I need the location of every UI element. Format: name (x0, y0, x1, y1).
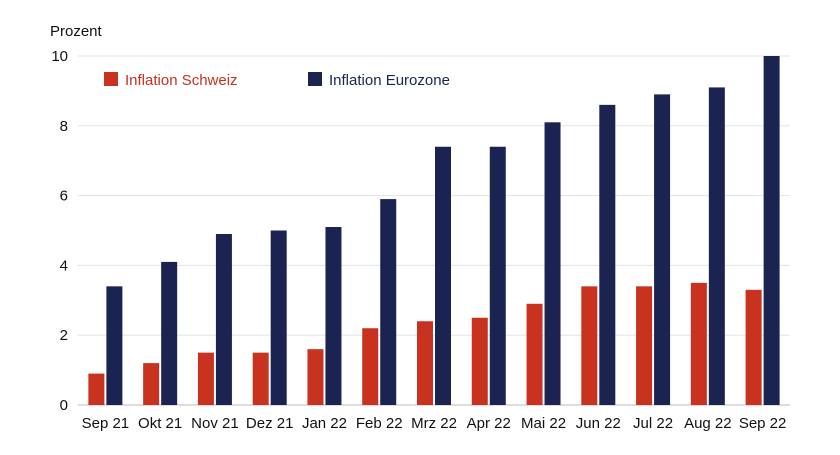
bar-inflation-eurozone-jan-22 (325, 227, 342, 405)
x-tick-label-sep-21: Sep 21 (82, 415, 130, 432)
bar-inflation-schweiz-jul-22 (636, 286, 653, 405)
bar-inflation-schweiz-sep-22 (745, 289, 762, 405)
bar-inflation-schweiz-aug-22 (690, 282, 707, 405)
legend-swatch-inflation-schweiz (104, 72, 118, 86)
x-tick-label-jan-22: Jan 22 (302, 415, 347, 432)
x-tick-label-nov-21: Nov 21 (191, 415, 239, 432)
bar-inflation-schweiz-mai-22 (526, 303, 543, 405)
x-axis-ticks: Sep 21 Okt 21 Nov 21 Dez 21 Jan 22 Feb 22 Mrz … (82, 415, 787, 432)
bar-inflation-schweiz-dez-21 (252, 352, 269, 405)
bar-inflation-eurozone-aug-22 (708, 87, 725, 405)
bar-inflation-schweiz-apr-22 (471, 317, 488, 405)
bar-inflation-eurozone-apr-22 (489, 146, 506, 406)
bar-inflation-schweiz-nov-21 (197, 352, 214, 405)
y-tick-label-8: 8 (60, 118, 68, 135)
bar-inflation-schweiz-mrz-22 (417, 321, 433, 405)
x-tick-label-aug-22: Aug 22 (684, 415, 732, 432)
bar-inflation-schweiz-feb-22 (362, 328, 379, 405)
y-tick-label-6: 6 (60, 188, 68, 205)
y-tick-label-2: 2 (60, 327, 68, 344)
bar-inflation-schweiz-okt-21 (143, 363, 160, 405)
x-tick-label-mai-22: Mai 22 (521, 415, 566, 432)
y-tick-label-10: 10 (51, 48, 68, 65)
x-tick-label-apr-22: Apr 22 (467, 415, 511, 432)
y-axis-unit-label: Prozent (50, 23, 103, 40)
grid-layer (78, 55, 790, 406)
legend: Inflation Schweiz Inflation Eurozone (104, 72, 450, 89)
bar-inflation-schweiz-jun-22 (581, 286, 598, 405)
bar-inflation-eurozone-sep-22 (763, 56, 780, 405)
bar-inflation-eurozone-nov-21 (215, 233, 232, 405)
bar-inflation-eurozone-sep-21 (106, 286, 123, 405)
bar-inflation-eurozone-okt-21 (161, 261, 178, 405)
bar-inflation-eurozone-dez-21 (270, 230, 287, 405)
y-tick-label-4: 4 (60, 257, 68, 274)
bar-inflation-eurozone-mrz-22 (435, 146, 451, 406)
x-tick-label-mrz-22: Mrz 22 (411, 415, 457, 432)
bar-inflation-schweiz-sep-21 (88, 373, 105, 405)
legend-label-inflation-eurozone: Inflation Eurozone (329, 72, 450, 89)
y-axis-ticks: 0 2 4 6 8 10 (51, 48, 68, 414)
legend-label-inflation-schweiz: Inflation Schweiz (125, 72, 238, 89)
bar-inflation-eurozone-jun-22 (599, 104, 616, 406)
x-tick-label-dez-21: Dez 21 (246, 415, 294, 432)
bar-inflation-eurozone-feb-22 (380, 199, 397, 405)
x-tick-label-feb-22: Feb 22 (356, 415, 403, 432)
bar-inflation-schweiz-jan-22 (307, 349, 324, 405)
x-tick-label-jun-22: Jun 22 (576, 415, 621, 432)
x-tick-label-jul-22: Jul 22 (633, 415, 673, 432)
bar-inflation-eurozone-jul-22 (654, 94, 671, 405)
x-tick-label-sep-22: Sep 22 (739, 415, 787, 432)
bar-inflation-eurozone-mai-22 (544, 122, 561, 405)
x-tick-label-okt-21: Okt 21 (138, 415, 182, 432)
bars-layer (88, 56, 780, 406)
legend-swatch-inflation-eurozone (308, 72, 322, 86)
y-tick-label-0: 0 (60, 397, 68, 414)
